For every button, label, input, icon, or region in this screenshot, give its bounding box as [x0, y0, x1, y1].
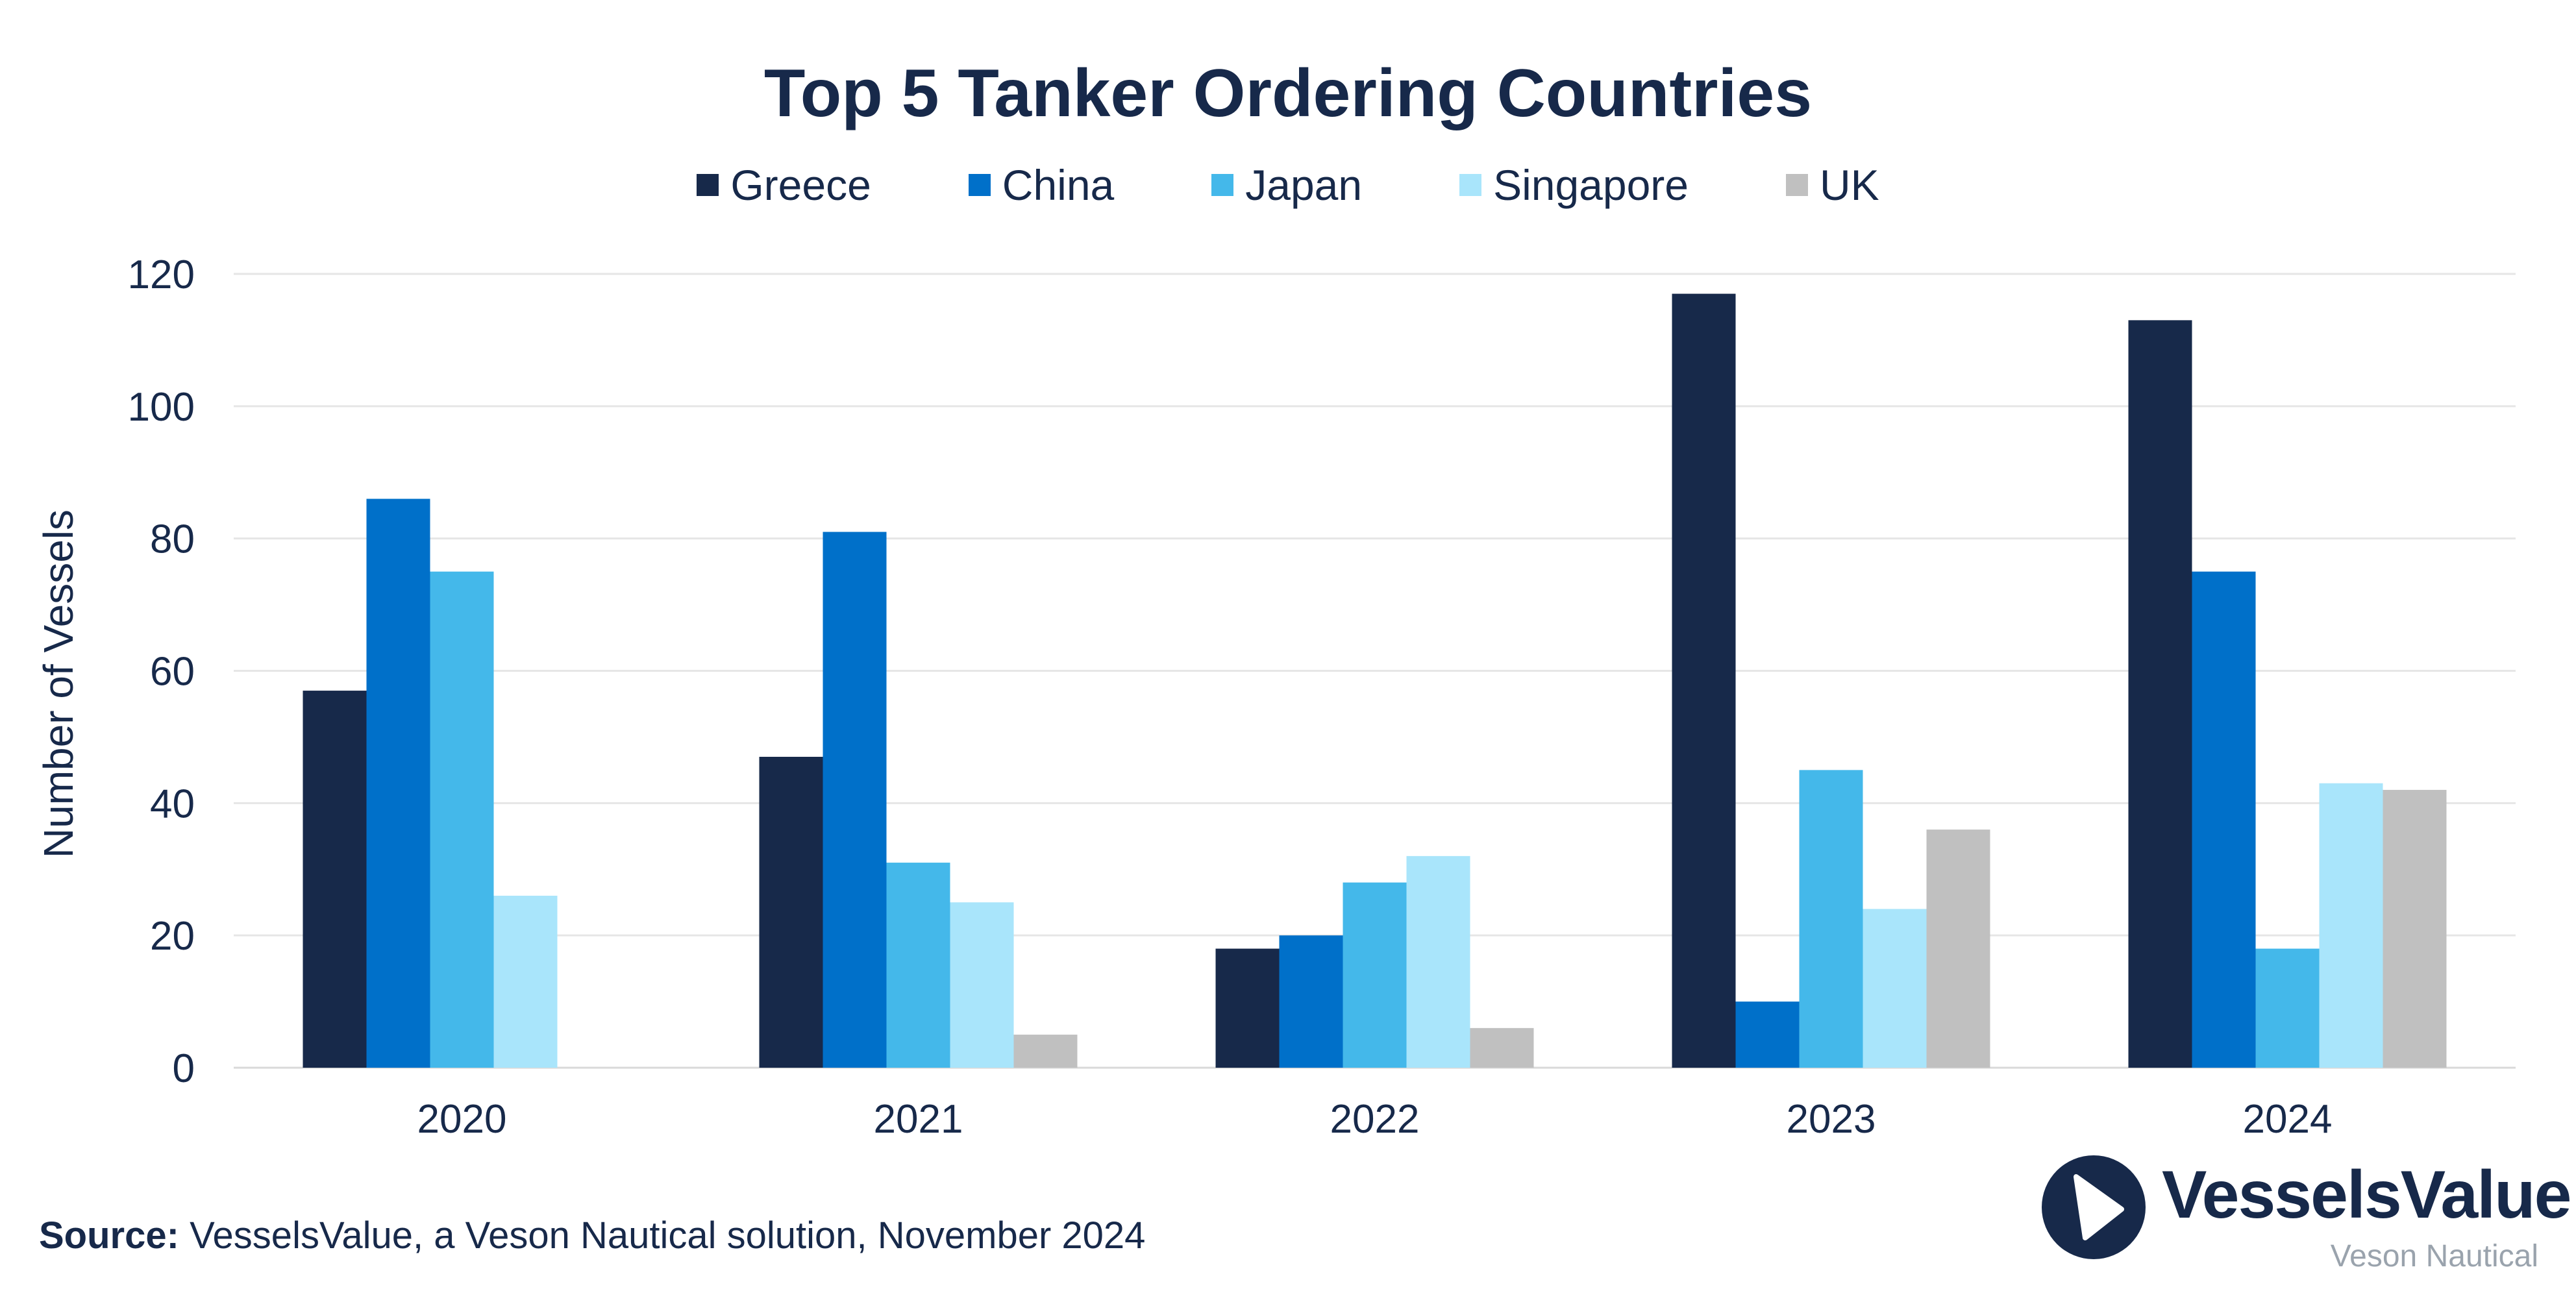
x-tick-label: 2023: [1787, 1097, 1876, 1142]
bar-china-2021: [823, 532, 887, 1068]
legend-label: UK: [1819, 161, 1879, 209]
bar-china-2020: [366, 498, 430, 1068]
legend-swatch: [1785, 174, 1808, 196]
legend-item-uk: UK: [1785, 160, 1879, 210]
source-text: VesselsValue, a Veson Nautical solution,…: [179, 1214, 1146, 1257]
legend-item-china: China: [968, 160, 1115, 210]
legend-item-singapore: Singapore: [1459, 160, 1689, 210]
bar-greece-2022: [1215, 948, 1280, 1068]
bar-singapore-2021: [950, 902, 1014, 1068]
y-tick-label: 20: [150, 914, 195, 959]
bar-uk-2024: [2383, 789, 2447, 1068]
bar-singapore-2022: [1406, 855, 1470, 1068]
legend-label: Greece: [730, 161, 871, 209]
y-tick-label: 60: [150, 650, 195, 695]
legend-swatch: [968, 174, 991, 196]
legend-label: Singapore: [1493, 161, 1689, 209]
bar-greece-2023: [1672, 293, 1736, 1068]
brand-block: VesselsValue Veson Nautical: [2032, 1149, 2571, 1279]
legend-label: Japan: [1245, 161, 1363, 209]
legend-item-japan: Japan: [1211, 160, 1362, 210]
bar-uk-2022: [1470, 1027, 1534, 1068]
bar-uk-2021: [1013, 1035, 1078, 1068]
legend-swatch: [1459, 174, 1482, 196]
y-tick-label: 40: [150, 781, 195, 826]
bar-singapore-2020: [493, 896, 558, 1068]
bar-greece-2020: [303, 691, 367, 1068]
source-note: Source: VesselsValue, a Veson Nautical s…: [39, 1214, 1145, 1257]
bar-singapore-2024: [2319, 783, 2383, 1068]
legend-item-greece: Greece: [697, 160, 871, 210]
bar-japan-2024: [2255, 948, 2320, 1068]
bar-singapore-2023: [1863, 909, 1927, 1068]
legend-swatch: [1211, 174, 1234, 196]
x-tick-label: 2021: [874, 1097, 963, 1142]
bar-japan-2021: [886, 863, 950, 1068]
y-tick-label: 80: [150, 517, 195, 562]
bar-japan-2022: [1343, 882, 1407, 1068]
source-label: Source:: [39, 1214, 179, 1257]
brand-name: VesselsValue: [2162, 1157, 2571, 1233]
y-axis-label: Number of Vessels: [35, 510, 82, 858]
vesselsvalue-logo-icon: [2042, 1155, 2146, 1259]
brand-subtitle: Veson Nautical: [2330, 1239, 2538, 1273]
bar-china-2024: [2192, 571, 2256, 1068]
legend-label: China: [1002, 161, 1115, 209]
x-tick-label: 2020: [417, 1097, 507, 1142]
x-tick-label: 2024: [2243, 1097, 2333, 1142]
y-tick-label: 100: [128, 385, 195, 430]
bar-greece-2021: [759, 756, 823, 1068]
chart-legend: Greece China Japan Singapore UK: [0, 156, 2576, 214]
bar-japan-2023: [1799, 770, 1863, 1068]
bar-china-2022: [1279, 935, 1343, 1068]
bar-greece-2024: [2128, 320, 2192, 1068]
bar-china-2023: [1735, 1002, 1800, 1068]
bar-japan-2020: [430, 571, 494, 1068]
chart-title: Top 5 Tanker Ordering Countries: [763, 56, 1813, 131]
y-tick-label: 0: [173, 1046, 195, 1091]
legend-swatch: [697, 174, 719, 196]
y-tick-label: 120: [128, 252, 195, 297]
x-tick-label: 2022: [1330, 1097, 1420, 1142]
bar-uk-2023: [1926, 830, 1990, 1068]
